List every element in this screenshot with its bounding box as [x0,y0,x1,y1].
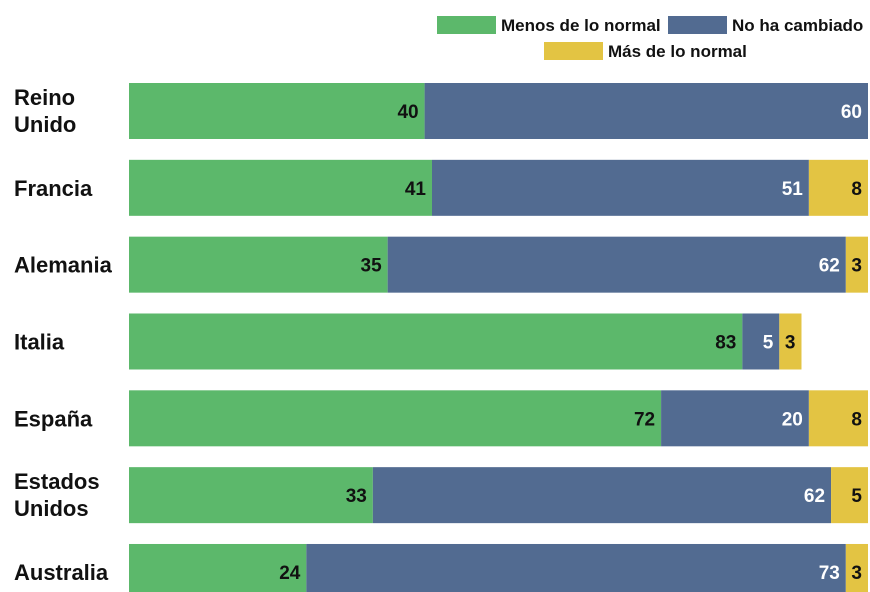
legend-swatch [668,16,727,34]
bar-row: Francia 41 51 8 [14,159,868,216]
bar-row: España 72 20 8 [14,390,868,447]
bar-segment [845,543,868,592]
data-label: 8 [851,179,862,200]
bar-segment [831,467,868,524]
bar-segment [129,236,388,293]
bar-segment [129,159,432,216]
data-label: 51 [782,179,804,200]
bar-segment [372,467,832,524]
category-label: Francia [14,176,93,201]
data-label: 40 [397,102,418,123]
bar-segment [129,543,307,592]
bar-segment [129,467,373,524]
bar-row: Italia 83 5 3 [14,313,802,370]
bar-segment [387,236,846,293]
category-label: Australia [14,560,109,585]
bar-segment [661,390,809,447]
data-label: 3 [851,563,862,584]
data-label: 5 [763,332,774,353]
bar-segment [845,236,868,293]
category-label: Reino Unido [14,85,76,137]
data-label: 72 [634,409,655,430]
data-label: 24 [279,563,301,584]
data-label: 62 [804,486,825,507]
bar-row: Estados Unidos 33 62 5 [14,467,868,524]
legend-item: Menos de lo normal [437,16,661,35]
data-label: 33 [346,486,367,507]
bar-segment [779,313,802,370]
bar-segment [306,543,846,592]
category-label: Estados Unidos [14,469,100,521]
legend-item: No ha cambiado [668,16,863,35]
legend-swatch [437,16,496,34]
data-label: 83 [715,332,736,353]
legend: Menos de lo normal No ha cambiado Más de l… [437,16,863,61]
data-label: 8 [851,409,862,430]
data-label: 20 [782,409,803,430]
legend-swatch [544,42,603,60]
bar-segment [129,313,743,370]
legend-label: Más de lo normal [608,42,747,61]
category-label: Italia [14,329,65,354]
bar-segment [424,83,868,139]
data-label: 41 [405,179,427,200]
data-label: 62 [819,256,840,277]
legend-item: Más de lo normal [544,42,747,61]
data-label: 3 [851,256,862,277]
data-label: 60 [841,102,862,123]
data-label: 73 [819,563,840,584]
bar-row: Australia 24 73 3 [14,543,868,592]
bar-segment [808,159,868,216]
bar-segment [742,313,780,370]
data-label: 5 [851,486,862,507]
bar-row: Reino Unido 40 60 [14,83,868,139]
category-label: España [14,406,93,431]
data-label: 3 [785,332,796,353]
bar-segment [431,159,809,216]
category-label: Alemania [14,253,113,278]
bar-segment [808,390,868,447]
bar-segment [129,390,662,447]
data-label: 35 [361,256,383,277]
legend-label: Menos de lo normal [501,16,661,35]
legend-label: No ha cambiado [732,16,863,35]
bar-segment [129,83,425,139]
bar-row: Alemania 35 62 3 [14,236,868,293]
